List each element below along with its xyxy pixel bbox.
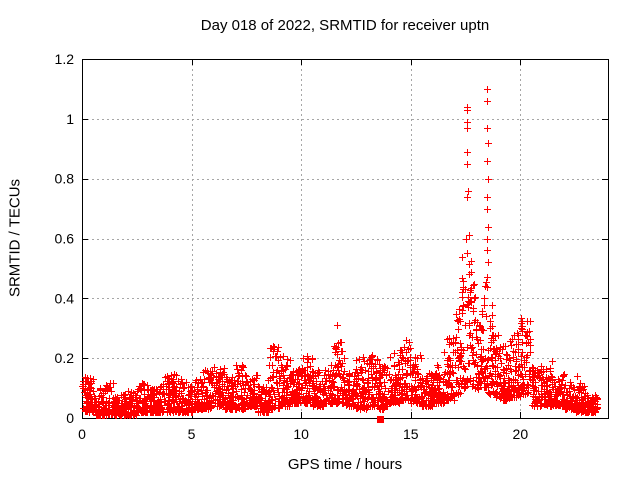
x-axis-label: GPS time / hours — [287, 456, 403, 473]
svg-text:0: 0 — [66, 410, 74, 426]
chart-title: Day 018 of 2022, SRMTID for receiver upt… — [200, 17, 490, 34]
special-point-marker — [377, 416, 384, 423]
svg-text:0.2: 0.2 — [55, 350, 75, 366]
svg-text:5: 5 — [188, 426, 196, 442]
outlier-points — [270, 86, 581, 380]
svg-text:0.8: 0.8 — [55, 171, 75, 187]
tick-labels: 0 5 10 15 20 0 0.2 0.4 0.6 0.8 1 1.2 — [55, 51, 529, 442]
data-points — [79, 232, 601, 419]
svg-text:1: 1 — [66, 111, 74, 127]
svg-text:0.4: 0.4 — [55, 290, 75, 306]
svg-text:1.2: 1.2 — [55, 51, 75, 67]
axis-box — [82, 59, 609, 419]
svg-text:15: 15 — [403, 426, 419, 442]
svg-text:20: 20 — [513, 426, 529, 442]
svg-text:0.6: 0.6 — [55, 231, 75, 247]
svg-text:10: 10 — [293, 426, 309, 442]
grid-layer — [82, 59, 608, 418]
svg-text:0: 0 — [78, 426, 86, 442]
